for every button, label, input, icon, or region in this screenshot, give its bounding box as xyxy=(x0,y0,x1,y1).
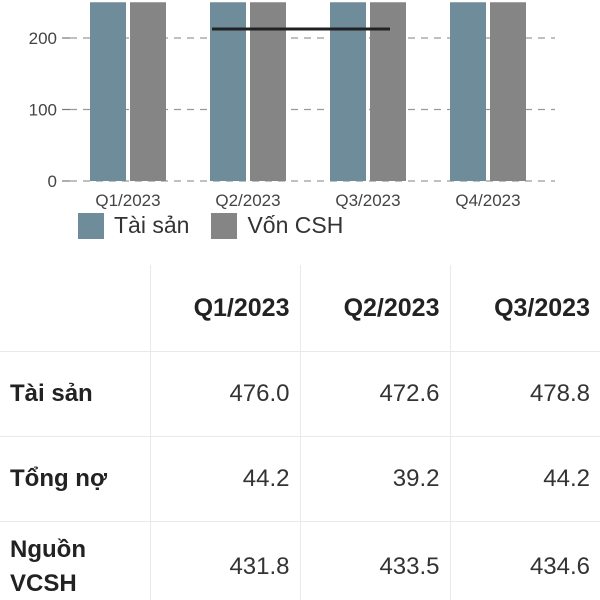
bar-von-csh xyxy=(250,2,286,181)
financial-table-container: Q1/2023 Q2/2023 Q3/2023 Tài sản 476.0 47… xyxy=(0,265,600,600)
row-label: Tài sản xyxy=(0,351,151,437)
table-cell: 478.8 xyxy=(449,351,600,437)
table-header-cell: Q1/2023 xyxy=(149,265,301,352)
table-cell: 44.2 xyxy=(449,436,600,522)
y-tick-label: 200 xyxy=(29,29,57,48)
table-header-cell: Q3/2023 xyxy=(449,265,600,352)
table-header-row: Q1/2023 Q2/2023 Q3/2023 xyxy=(0,265,600,352)
x-tick-label: Q2/2023 xyxy=(215,191,280,210)
legend-item-tai-san[interactable]: Tài sản xyxy=(78,212,189,239)
table-header-cell xyxy=(0,265,151,352)
table-cell: 431.8 xyxy=(149,521,301,600)
legend-swatch xyxy=(78,212,104,239)
table-cell: 44.2 xyxy=(149,436,301,522)
chart-plot: 0 100 200 Q1/2023 Q2/2023 Q3/2023 Q4/2023 xyxy=(29,2,555,210)
x-tick-label: Q1/2023 xyxy=(95,191,160,210)
legend-label: Vốn CSH xyxy=(247,212,344,238)
bar-von-csh xyxy=(490,2,526,181)
bar-von-csh xyxy=(370,2,406,181)
bar-tai-san xyxy=(90,2,126,181)
y-tick-label: 0 xyxy=(48,172,57,191)
bar-tai-san xyxy=(450,2,486,181)
legend-swatch xyxy=(211,212,238,239)
bar-tai-san xyxy=(330,2,366,181)
bar-tai-san xyxy=(210,2,246,181)
x-tick-label: Q4/2023 xyxy=(455,191,520,210)
bar-chart: 0 100 200 Q1/2023 Q2/2023 Q3/2023 Q4/2023 Tài … xyxy=(0,0,600,265)
bar-von-csh xyxy=(130,2,166,181)
x-tick-label: Q3/2023 xyxy=(335,191,400,210)
row-label: Tổng nợ xyxy=(0,436,151,522)
table-cell: 472.6 xyxy=(299,351,451,437)
legend-label: Tài sản xyxy=(114,212,190,238)
table-cell: 434.6 xyxy=(449,521,600,600)
chart-legend: Tài sản Vốn CSH xyxy=(78,212,365,239)
legend-item-von-csh[interactable]: Vốn CSH xyxy=(211,212,343,239)
y-tick-label: 100 xyxy=(29,101,57,120)
table-cell: 39.2 xyxy=(299,436,451,522)
table-row: Nguồn VCSH 431.8 433.5 434.6 xyxy=(0,521,600,600)
table-header-cell: Q2/2023 xyxy=(299,265,451,352)
financial-table: Q1/2023 Q2/2023 Q3/2023 Tài sản 476.0 47… xyxy=(0,265,600,600)
row-label: Nguồn VCSH xyxy=(0,521,151,600)
table-row: Tài sản 476.0 472.6 478.8 xyxy=(0,351,600,437)
table-cell: 476.0 xyxy=(149,351,301,437)
table-row: Tổng nợ 44.2 39.2 44.2 xyxy=(0,436,600,522)
table-cell: 433.5 xyxy=(299,521,451,600)
